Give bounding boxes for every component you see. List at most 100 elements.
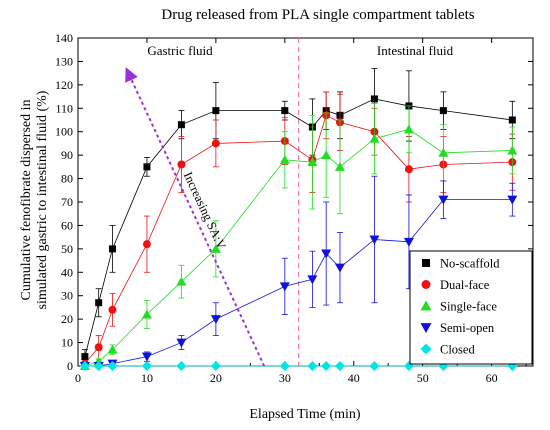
y-tick-label: 140 xyxy=(55,31,73,45)
data-point xyxy=(143,163,151,171)
y-tick-label: 0 xyxy=(67,359,73,373)
data-point xyxy=(177,160,186,169)
data-point xyxy=(321,361,332,371)
legend: No-scaffold Dual-face Single-face Semi-open… xyxy=(409,250,533,365)
data-point xyxy=(212,107,220,115)
y-tick-label: 10 xyxy=(61,336,73,350)
data-point xyxy=(95,299,103,307)
data-point xyxy=(279,154,290,164)
legend-label: Dual-face xyxy=(440,278,490,292)
x-tick-label: 60 xyxy=(486,371,498,385)
data-point xyxy=(141,352,152,362)
data-point xyxy=(369,361,380,371)
x-tick-label: 10 xyxy=(141,371,153,385)
data-point xyxy=(370,95,378,103)
series-layer xyxy=(79,68,518,371)
series-line xyxy=(84,128,513,367)
y-tick-label: 30 xyxy=(61,289,73,303)
data-point xyxy=(279,282,290,292)
data-point xyxy=(281,107,289,115)
data-point xyxy=(108,245,116,253)
legend-label: Semi-open xyxy=(440,321,495,335)
legend-label: Closed xyxy=(440,343,475,357)
data-point xyxy=(107,361,118,371)
region-label-gastric: Gastric fluid xyxy=(147,43,213,58)
region-label-intestinal: Intestinal fluid xyxy=(377,43,454,58)
legend-items: No-scaffold Dual-face Single-face Semi-open… xyxy=(420,257,500,357)
data-point xyxy=(141,361,152,371)
data-point xyxy=(108,305,117,314)
legend-label: Single-face xyxy=(440,300,497,314)
y-axis-title-line-1: Cumulative fenofibrate dispersed in xyxy=(19,100,34,301)
x-tick-label: 40 xyxy=(348,371,360,385)
data-point xyxy=(210,361,221,371)
data-point xyxy=(307,157,318,167)
y-tick-label: 90 xyxy=(61,148,73,162)
data-point xyxy=(177,121,185,129)
legend-box xyxy=(409,250,533,365)
data-point xyxy=(307,361,318,371)
legend-marker xyxy=(420,323,432,333)
data-point xyxy=(369,235,380,245)
data-point xyxy=(403,237,414,247)
chart-title: Drug released from PLA single compartmen… xyxy=(161,7,474,23)
data-point xyxy=(211,139,220,148)
data-point xyxy=(279,361,290,371)
data-point xyxy=(93,361,104,371)
legend-marker xyxy=(420,300,432,311)
data-point xyxy=(142,240,151,249)
data-point xyxy=(210,315,221,325)
data-point xyxy=(403,124,414,134)
series-line xyxy=(84,199,513,367)
y-tick-label: 50 xyxy=(61,242,73,256)
data-point xyxy=(321,249,332,259)
series-closed xyxy=(79,361,518,371)
legend-item: Dual-face xyxy=(421,278,490,292)
data-point xyxy=(507,195,518,205)
data-point xyxy=(210,243,221,253)
legend-marker xyxy=(420,343,432,355)
data-point xyxy=(141,309,152,319)
y-tick-label: 40 xyxy=(61,265,73,279)
data-point xyxy=(107,344,118,354)
data-point xyxy=(307,275,318,285)
y-tick-label: 70 xyxy=(61,195,73,209)
data-point xyxy=(334,161,345,171)
data-point xyxy=(176,338,187,348)
annotation-arrow xyxy=(125,67,266,367)
y-tick-label: 60 xyxy=(61,218,73,232)
y-tick-label: 20 xyxy=(61,312,73,326)
plot-area: 0 10 20 30 40 50 60 0 10 20 30 40 50 60 70 80 90 100 110 12… xyxy=(55,31,534,385)
legend-marker xyxy=(422,259,430,267)
y-axis-title-line-2: simulated gastric to intestinal fluid (%… xyxy=(35,90,50,309)
data-point xyxy=(334,263,345,273)
data-point xyxy=(404,165,413,174)
x-axis-title: Elapsed Time (min) xyxy=(249,407,361,422)
data-point xyxy=(94,343,103,352)
data-point xyxy=(439,107,447,115)
series-line xyxy=(84,98,513,357)
data-point xyxy=(79,361,90,371)
data-point xyxy=(508,116,516,124)
y-tick-label: 100 xyxy=(55,125,73,139)
y-tick-label: 110 xyxy=(55,101,73,115)
y-axis-title: Cumulative fenofibrate dispersed in simu… xyxy=(19,90,50,309)
series-semi-open xyxy=(79,175,518,371)
legend-item: No-scaffold xyxy=(422,257,500,271)
data-point xyxy=(334,361,345,371)
legend-item: Single-face xyxy=(420,300,497,314)
x-tick-label: 0 xyxy=(75,371,81,385)
data-point xyxy=(438,147,449,157)
x-tick-label: 30 xyxy=(279,371,291,385)
y-tick-label: 120 xyxy=(55,78,73,92)
y-tick-label: 80 xyxy=(61,172,73,186)
data-point xyxy=(369,133,380,143)
data-point xyxy=(507,145,518,155)
series-line xyxy=(84,114,513,364)
legend-marker xyxy=(421,280,431,289)
legend-label: No-scaffold xyxy=(440,257,500,271)
data-point xyxy=(81,353,89,361)
data-point xyxy=(176,276,187,286)
data-point xyxy=(321,150,332,160)
